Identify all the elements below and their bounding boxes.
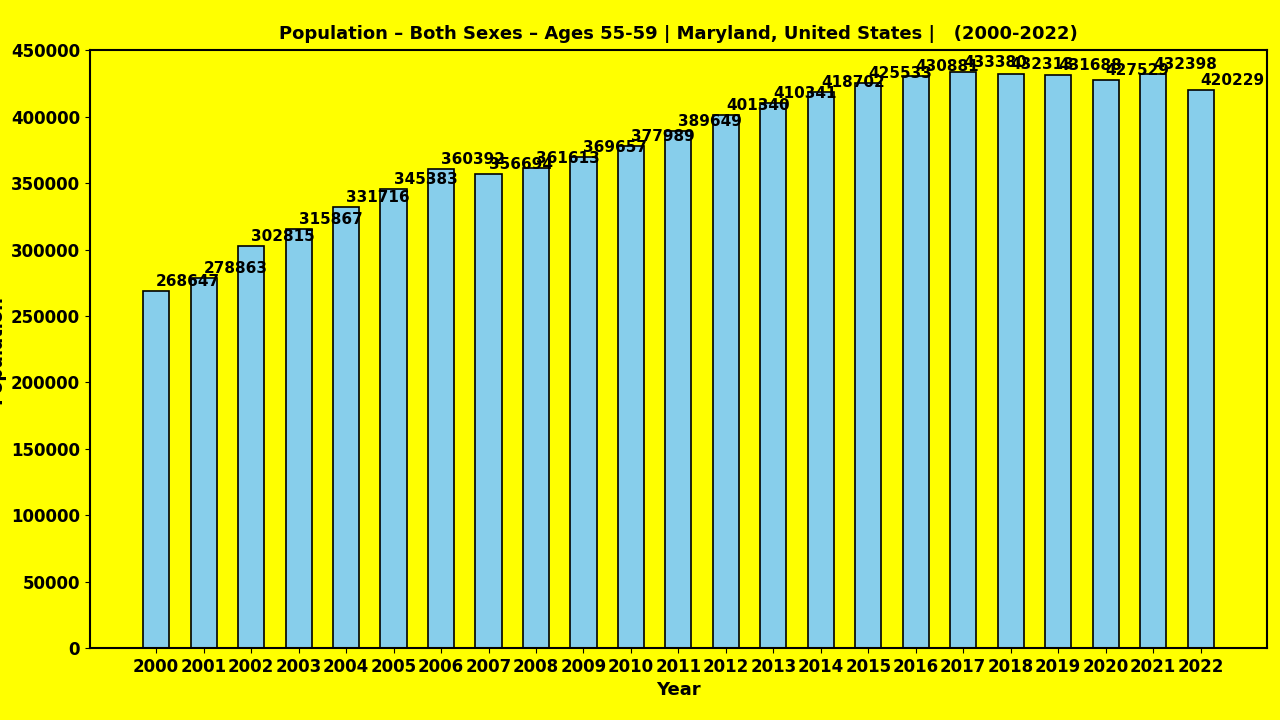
Text: 369657: 369657 bbox=[584, 140, 648, 155]
Text: 430881: 430881 bbox=[915, 59, 979, 73]
Text: 360392: 360392 bbox=[442, 153, 506, 168]
Text: 431688: 431688 bbox=[1059, 58, 1123, 73]
Bar bbox=[760, 103, 786, 648]
Text: 331716: 331716 bbox=[346, 191, 410, 205]
Bar bbox=[285, 228, 311, 648]
Text: 377989: 377989 bbox=[631, 129, 695, 144]
Bar bbox=[428, 169, 454, 648]
Text: 410341: 410341 bbox=[773, 86, 837, 101]
Bar bbox=[855, 83, 882, 648]
Text: 427529: 427529 bbox=[1106, 63, 1170, 78]
Bar bbox=[997, 74, 1024, 648]
Bar bbox=[191, 278, 216, 648]
Title: Population – Both Sexes – Ages 55-59 | Maryland, United States |   (2000-2022): Population – Both Sexes – Ages 55-59 | M… bbox=[279, 25, 1078, 43]
Text: 432313: 432313 bbox=[1011, 57, 1074, 72]
Text: 420229: 420229 bbox=[1201, 73, 1265, 88]
Text: 356694: 356694 bbox=[489, 157, 553, 172]
Text: 345383: 345383 bbox=[393, 172, 457, 187]
Text: 433380: 433380 bbox=[964, 55, 1027, 71]
Text: 278863: 278863 bbox=[204, 261, 268, 276]
X-axis label: Year: Year bbox=[657, 681, 700, 699]
Bar bbox=[618, 146, 644, 648]
Bar bbox=[1093, 80, 1119, 648]
Bar bbox=[666, 130, 691, 648]
Bar bbox=[1046, 75, 1071, 648]
Bar bbox=[333, 207, 360, 648]
Text: 268647: 268647 bbox=[156, 274, 220, 289]
Text: 315867: 315867 bbox=[298, 212, 362, 227]
Bar bbox=[713, 115, 739, 648]
Text: 302815: 302815 bbox=[251, 229, 315, 244]
Bar bbox=[238, 246, 264, 648]
Bar bbox=[950, 73, 977, 648]
Text: 361613: 361613 bbox=[536, 150, 600, 166]
Text: 432398: 432398 bbox=[1153, 57, 1217, 72]
Bar bbox=[143, 291, 169, 648]
Text: 425533: 425533 bbox=[868, 66, 932, 81]
Y-axis label: Population: Population bbox=[0, 294, 5, 404]
Bar bbox=[380, 189, 407, 648]
Text: 401340: 401340 bbox=[726, 98, 790, 113]
Text: 389649: 389649 bbox=[678, 114, 742, 129]
Text: 418702: 418702 bbox=[820, 75, 884, 90]
Bar bbox=[524, 168, 549, 648]
Bar bbox=[1140, 73, 1166, 648]
Bar bbox=[571, 157, 596, 648]
Bar bbox=[1188, 90, 1213, 648]
Bar bbox=[808, 92, 833, 648]
Bar bbox=[902, 76, 929, 648]
Bar bbox=[475, 174, 502, 648]
